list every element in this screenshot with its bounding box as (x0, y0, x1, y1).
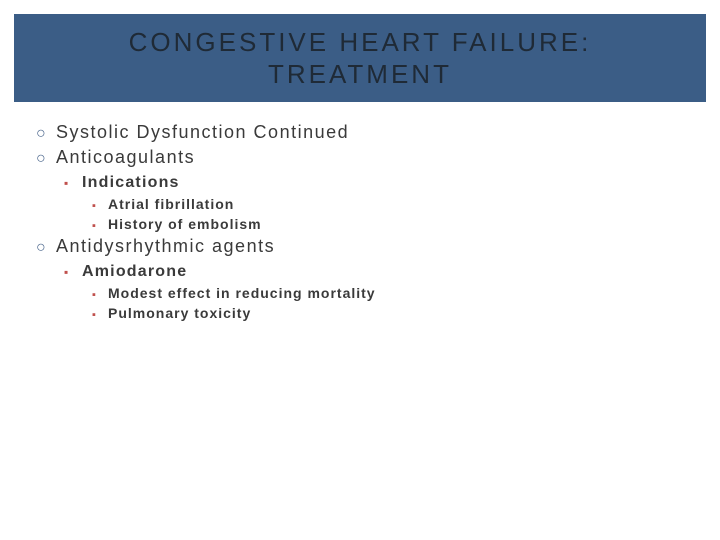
bullet-lvl3: ▪ Atrial fibrillation (92, 196, 684, 212)
circle-bullet-icon: ○ (36, 150, 56, 168)
bullet-lvl2: ▪ Amiodarone (64, 263, 684, 281)
bullet-lvl1: ○ Anticoagulants (36, 147, 684, 168)
square-bullet-icon: ▪ (92, 289, 108, 301)
bullet-lvl3: ▪ Pulmonary toxicity (92, 305, 684, 321)
bullet-text: Systolic Dysfunction Continued (56, 122, 349, 143)
bullet-text: Indications (82, 174, 180, 192)
square-bullet-icon: ▪ (64, 265, 82, 279)
bullet-lvl1: ○ Antidysrhythmic agents (36, 236, 684, 257)
circle-bullet-icon: ○ (36, 239, 56, 257)
bullet-text: Modest effect in reducing mortality (108, 285, 376, 301)
bullet-lvl3: ▪ Modest effect in reducing mortality (92, 285, 684, 301)
slide-title: CONGESTIVE HEART FAILURE: TREATMENT (129, 26, 592, 91)
title-band: CONGESTIVE HEART FAILURE: TREATMENT (14, 14, 706, 102)
square-bullet-icon: ▪ (92, 200, 108, 212)
slide: CONGESTIVE HEART FAILURE: TREATMENT ○ Sy… (0, 0, 720, 540)
slide-content: ○ Systolic Dysfunction Continued ○ Antic… (36, 118, 684, 321)
bullet-text: Anticoagulants (56, 147, 195, 168)
bullet-text: Pulmonary toxicity (108, 305, 251, 321)
bullet-lvl3: ▪ History of embolism (92, 216, 684, 232)
bullet-lvl2: ▪ Indications (64, 174, 684, 192)
bullet-lvl1: ○ Systolic Dysfunction Continued (36, 122, 684, 143)
square-bullet-icon: ▪ (64, 176, 82, 190)
square-bullet-icon: ▪ (92, 309, 108, 321)
bullet-text: History of embolism (108, 216, 262, 232)
square-bullet-icon: ▪ (92, 220, 108, 232)
bullet-text: Antidysrhythmic agents (56, 236, 275, 257)
bullet-text: Amiodarone (82, 263, 187, 281)
bullet-text: Atrial fibrillation (108, 196, 234, 212)
circle-bullet-icon: ○ (36, 125, 56, 143)
